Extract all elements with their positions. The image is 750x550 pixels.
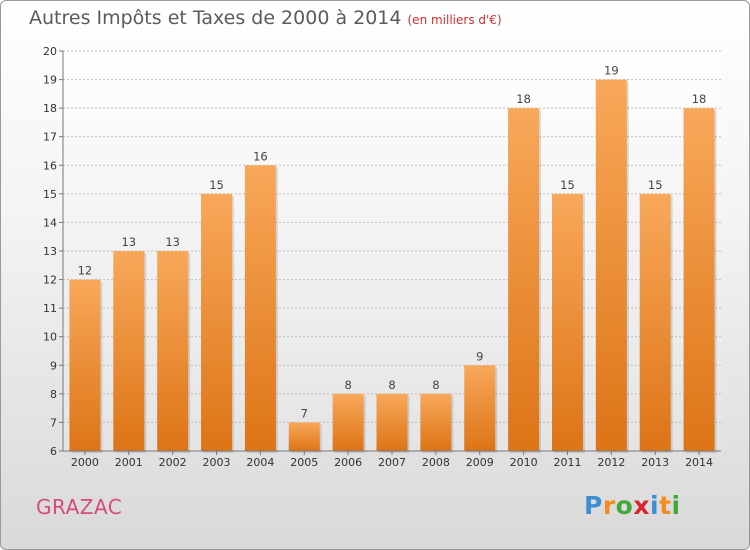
x-tick-label: 2005 — [290, 456, 318, 469]
data-label: 7 — [301, 406, 308, 420]
data-label: 18 — [516, 92, 531, 106]
title-text: Autres Impôts et Taxes de 2000 à 2014 — [29, 7, 402, 29]
logo-letter: P — [584, 491, 603, 520]
x-tick-label: 2006 — [334, 456, 362, 469]
logo-letter: o — [615, 491, 634, 520]
bar — [69, 279, 101, 451]
x-tick-label: 2004 — [246, 456, 274, 469]
bar — [639, 193, 671, 451]
data-label: 15 — [209, 178, 224, 192]
bar — [332, 393, 364, 451]
logo-letter: i — [671, 491, 681, 520]
data-label: 9 — [476, 349, 483, 363]
bar — [244, 165, 276, 452]
bar — [288, 422, 320, 451]
bar — [683, 108, 715, 452]
logo-letter: t — [659, 491, 672, 520]
x-tick-label: 2000 — [71, 456, 99, 469]
data-label: 8 — [344, 378, 351, 392]
y-tick-label: 19 — [43, 74, 57, 87]
y-tick-label: 13 — [43, 245, 57, 258]
commune-name: GRAZAC — [36, 495, 123, 519]
bar — [201, 193, 233, 451]
y-tick-label: 8 — [50, 388, 57, 401]
logo-letter: x — [633, 491, 650, 520]
y-tick-label: 16 — [43, 159, 57, 172]
y-tick-label: 17 — [43, 131, 57, 144]
x-tick-label: 2003 — [203, 456, 231, 469]
x-tick-label: 2013 — [641, 456, 669, 469]
logo-letter: r — [602, 491, 616, 520]
y-tick-label: 14 — [43, 216, 57, 229]
data-label: 12 — [78, 264, 93, 278]
x-tick-label: 2002 — [159, 456, 187, 469]
x-tick-label: 2012 — [597, 456, 625, 469]
bar — [551, 193, 583, 451]
y-tick-label: 9 — [50, 359, 57, 372]
y-tick-label: 11 — [43, 302, 57, 315]
y-tick-label: 12 — [43, 274, 57, 287]
data-label: 18 — [692, 92, 707, 106]
y-tick-label: 7 — [50, 416, 57, 429]
y-tick-label: 10 — [43, 331, 57, 344]
y-tick-label: 15 — [43, 188, 57, 201]
x-tick-label: 2007 — [378, 456, 406, 469]
proxiti-logo: Proxiti — [584, 491, 681, 520]
x-tick-label: 2001 — [115, 456, 143, 469]
x-tick-label: 2014 — [685, 456, 713, 469]
bar — [420, 393, 452, 451]
data-label: 8 — [388, 378, 395, 392]
data-label: 15 — [560, 178, 575, 192]
data-label: 16 — [253, 149, 268, 163]
y-tick-label: 20 — [43, 45, 57, 58]
bar — [376, 393, 408, 451]
unit-label: (en milliers d'€) — [407, 13, 502, 27]
y-tick-label: 18 — [43, 102, 57, 115]
x-tick-label: 2008 — [422, 456, 450, 469]
data-label: 13 — [165, 235, 180, 249]
bar — [508, 108, 540, 452]
bar — [157, 251, 189, 451]
x-tick-label: 2010 — [510, 456, 538, 469]
bar — [595, 79, 627, 452]
logo-letter: i — [650, 491, 660, 520]
data-label: 8 — [432, 378, 439, 392]
bar — [113, 251, 145, 451]
x-tick-label: 2009 — [466, 456, 494, 469]
y-tick-label: 6 — [50, 445, 57, 458]
data-label: 13 — [121, 235, 136, 249]
data-label: 19 — [604, 64, 619, 78]
bar — [464, 365, 496, 451]
chart-title: Autres Impôts et Taxes de 2000 à 2014 (en… — [29, 7, 502, 29]
data-label: 15 — [648, 178, 663, 192]
x-tick-label: 2011 — [553, 456, 581, 469]
